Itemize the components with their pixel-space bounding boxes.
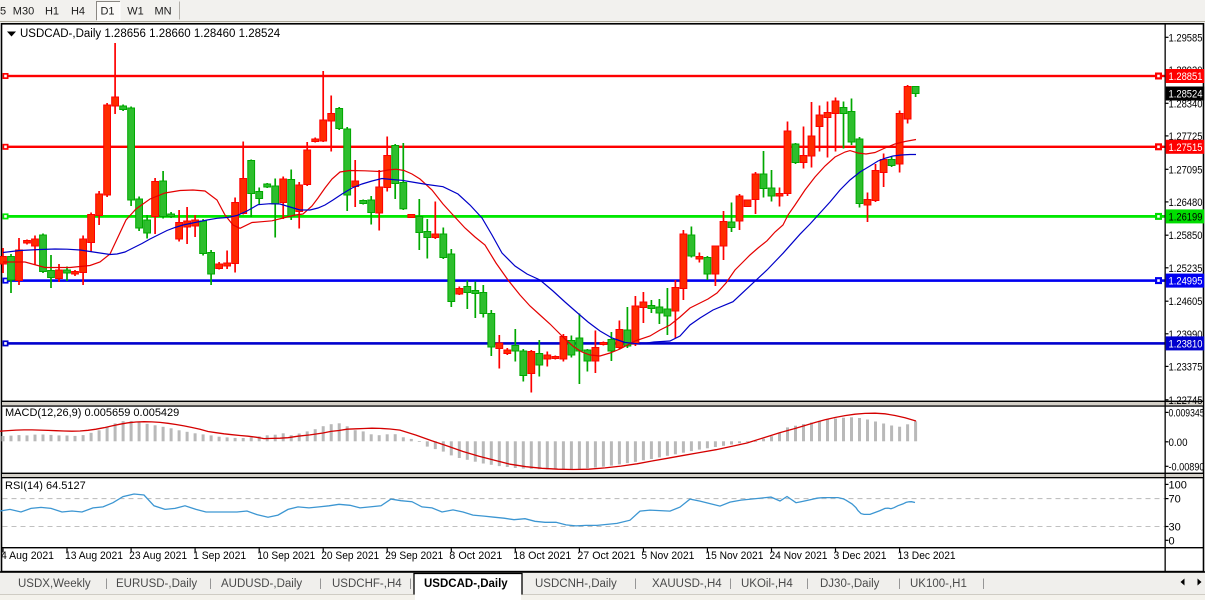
- svg-text:|: |: [729, 578, 732, 590]
- svg-text:10 Sep 2021: 10 Sep 2021: [257, 550, 315, 562]
- svg-text:1.26480: 1.26480: [1169, 197, 1203, 209]
- svg-text:|: |: [409, 578, 412, 590]
- svg-text:3 Dec 2021: 3 Dec 2021: [834, 550, 887, 562]
- svg-text:UKOil-,H4: UKOil-,H4: [741, 578, 793, 590]
- svg-text:100: 100: [1169, 479, 1187, 491]
- svg-text:1.27515: 1.27515: [1169, 142, 1203, 154]
- svg-text:1.25235: 1.25235: [1169, 263, 1203, 275]
- svg-text:24 Nov 2021: 24 Nov 2021: [770, 550, 828, 562]
- svg-text:13 Dec 2021: 13 Dec 2021: [898, 550, 956, 562]
- svg-text:MACD(12,26,9) 0.005659 0.00542: MACD(12,26,9) 0.005659 0.005429: [5, 407, 179, 419]
- svg-text:0: 0: [1169, 535, 1175, 547]
- svg-text:1.23810: 1.23810: [1169, 338, 1203, 350]
- svg-text:DJ30-,Daily: DJ30-,Daily: [820, 578, 880, 590]
- svg-text:30: 30: [1169, 522, 1181, 534]
- svg-text:23 Aug 2021: 23 Aug 2021: [129, 550, 187, 562]
- svg-text:MN: MN: [154, 6, 171, 18]
- svg-text:1.24605: 1.24605: [1169, 296, 1203, 308]
- svg-text:5: 5: [0, 6, 6, 18]
- svg-text:AUDUSD-,Daily: AUDUSD-,Daily: [221, 578, 302, 590]
- svg-text:29 Sep 2021: 29 Sep 2021: [385, 550, 443, 562]
- svg-text:|: |: [105, 578, 108, 590]
- svg-text:0.009345: 0.009345: [1169, 407, 1205, 419]
- svg-text:H1: H1: [45, 6, 59, 18]
- svg-text:|: |: [982, 578, 985, 590]
- svg-text:USDCAD-,Daily 1.28656 1.28660: USDCAD-,Daily 1.28656 1.28660 1.28460 1.…: [20, 28, 281, 40]
- svg-text:1 Sep 2021: 1 Sep 2021: [193, 550, 246, 562]
- svg-text:1.28340: 1.28340: [1169, 98, 1203, 110]
- svg-text:RSI(14) 64.5127: RSI(14) 64.5127: [5, 480, 86, 492]
- svg-text:|: |: [634, 578, 637, 590]
- svg-text:USDCNH-,Daily: USDCNH-,Daily: [535, 578, 617, 590]
- svg-text:1.27095: 1.27095: [1169, 164, 1203, 176]
- svg-text:UK100-,H1: UK100-,H1: [910, 578, 967, 590]
- svg-text:8 Oct 2021: 8 Oct 2021: [449, 550, 502, 562]
- svg-text:USDCAD-,Daily: USDCAD-,Daily: [424, 578, 508, 590]
- svg-text:D1: D1: [100, 6, 114, 18]
- svg-text:H4: H4: [71, 6, 85, 18]
- svg-text:1.28524: 1.28524: [1169, 89, 1203, 101]
- svg-text:EURUSD-,Daily: EURUSD-,Daily: [116, 578, 197, 590]
- svg-text:1.26199: 1.26199: [1169, 211, 1203, 223]
- svg-text:13 Aug 2021: 13 Aug 2021: [65, 550, 123, 562]
- svg-text:1.28851: 1.28851: [1169, 71, 1203, 83]
- svg-text:4 Aug 2021: 4 Aug 2021: [1, 550, 54, 562]
- svg-text:0.00: 0.00: [1169, 437, 1188, 449]
- svg-text:|: |: [319, 578, 322, 590]
- svg-text:70: 70: [1169, 494, 1181, 506]
- svg-text:1.29585: 1.29585: [1169, 32, 1203, 44]
- svg-text:1.25850: 1.25850: [1169, 230, 1203, 242]
- svg-text:1.24995: 1.24995: [1169, 276, 1203, 288]
- svg-text:USDCHF-,H4: USDCHF-,H4: [332, 578, 402, 590]
- svg-text:1.22745: 1.22745: [1169, 395, 1203, 407]
- svg-text:|: |: [806, 578, 809, 590]
- svg-text:W1: W1: [127, 6, 144, 18]
- svg-text:27 Oct 2021: 27 Oct 2021: [577, 550, 635, 562]
- svg-text:5 Nov 2021: 5 Nov 2021: [641, 550, 694, 562]
- svg-text:20 Sep 2021: 20 Sep 2021: [321, 550, 379, 562]
- svg-text:USDX,Weekly: USDX,Weekly: [18, 578, 91, 590]
- svg-text:|: |: [898, 578, 901, 590]
- svg-text:M30: M30: [13, 6, 34, 18]
- svg-text:-0.00890: -0.00890: [1169, 461, 1205, 473]
- svg-text:18 Oct 2021: 18 Oct 2021: [513, 550, 571, 562]
- svg-text:15 Nov 2021: 15 Nov 2021: [705, 550, 763, 562]
- svg-text:XAUUSD-,H4: XAUUSD-,H4: [652, 578, 722, 590]
- svg-text:|: |: [209, 578, 212, 590]
- svg-text:1.23375: 1.23375: [1169, 361, 1203, 373]
